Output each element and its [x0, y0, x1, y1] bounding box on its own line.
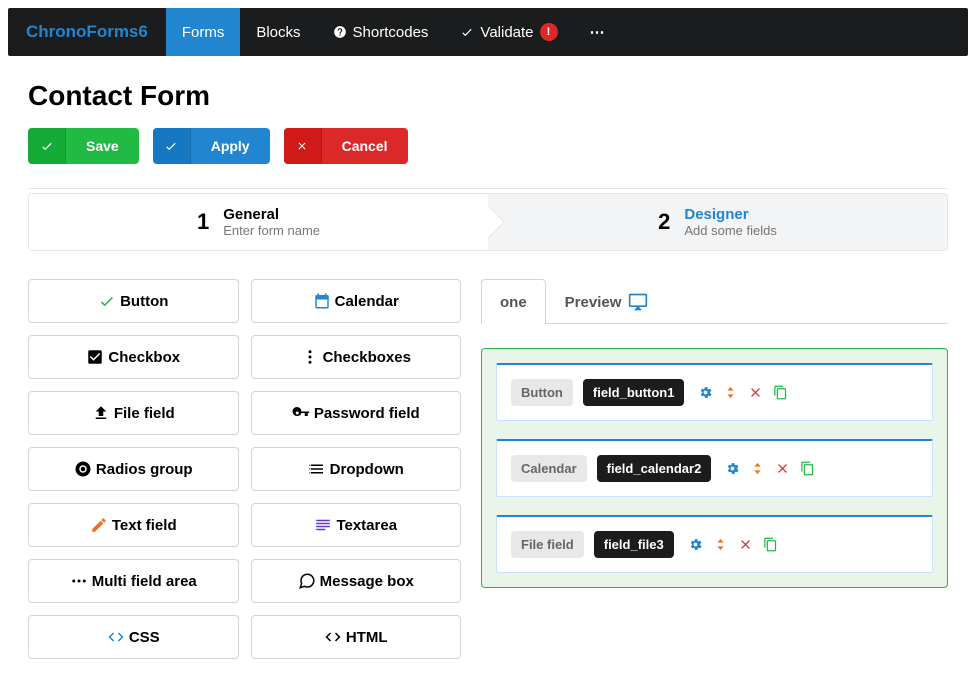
- field-palette: Button Calendar Checkbox Checkboxes File…: [28, 279, 461, 659]
- canvas-tabs: one Preview: [481, 279, 948, 324]
- palette-css[interactable]: CSS: [28, 615, 239, 659]
- palette-filefield[interactable]: File field: [28, 391, 239, 435]
- sort-icon[interactable]: [723, 385, 738, 400]
- save-button[interactable]: Save: [28, 128, 139, 164]
- list-icon: [308, 460, 326, 478]
- sort-icon[interactable]: [713, 537, 728, 552]
- upload-icon: [92, 404, 110, 422]
- question-icon: [333, 25, 347, 39]
- palette-textarea[interactable]: Textarea: [251, 503, 462, 547]
- code-icon: [107, 628, 125, 646]
- checkbox-icon: [86, 348, 104, 366]
- delete-icon[interactable]: [775, 461, 790, 476]
- apply-button[interactable]: Apply: [153, 128, 270, 164]
- validate-error-badge: !: [540, 23, 558, 41]
- delete-icon[interactable]: [738, 537, 753, 552]
- page-title: Contact Form: [28, 80, 948, 112]
- wizard-steps: 1 General Enter form name 2 Designer Add…: [28, 193, 948, 251]
- field-card[interactable]: File field field_file3: [496, 515, 933, 573]
- field-type-tag: Calendar: [511, 455, 587, 482]
- field-name-tag: field_button1: [583, 379, 685, 406]
- tab-preview[interactable]: Preview: [546, 279, 669, 324]
- field-type-tag: File field: [511, 531, 584, 558]
- divider: [28, 188, 948, 189]
- palette-html[interactable]: HTML: [251, 615, 462, 659]
- palette-textfield[interactable]: Text field: [28, 503, 239, 547]
- pencil-icon: [90, 516, 108, 534]
- copy-icon[interactable]: [773, 385, 788, 400]
- field-type-tag: Button: [511, 379, 573, 406]
- sort-icon[interactable]: [750, 461, 765, 476]
- copy-icon[interactable]: [763, 537, 778, 552]
- field-name-tag: field_calendar2: [597, 455, 712, 482]
- step-designer[interactable]: 2 Designer Add some fields: [488, 194, 947, 250]
- dots-icon: [301, 348, 319, 366]
- palette-calendar[interactable]: Calendar: [251, 279, 462, 323]
- palette-checkbox[interactable]: Checkbox: [28, 335, 239, 379]
- step-general[interactable]: 1 General Enter form name: [29, 194, 488, 250]
- palette-dropdown[interactable]: Dropdown: [251, 447, 462, 491]
- check-icon: [460, 25, 474, 39]
- copy-icon[interactable]: [800, 461, 815, 476]
- palette-radios[interactable]: Radios group: [28, 447, 239, 491]
- form-dropzone[interactable]: Button field_button1 Calendar field_cale…: [481, 348, 948, 588]
- palette-checkboxes[interactable]: Checkboxes: [251, 335, 462, 379]
- nav-shortcodes[interactable]: Shortcodes: [317, 8, 445, 56]
- palette-messagebox[interactable]: Message box: [251, 559, 462, 603]
- palette-multifield[interactable]: Multi field area: [28, 559, 239, 603]
- design-canvas: one Preview Button field_button1: [481, 279, 948, 659]
- code-icon: [324, 628, 342, 646]
- delete-icon[interactable]: [748, 385, 763, 400]
- nav-forms[interactable]: Forms: [166, 8, 241, 56]
- check-icon: [98, 292, 116, 310]
- nav-validate[interactable]: Validate !: [444, 8, 573, 56]
- field-card[interactable]: Calendar field_calendar2: [496, 439, 933, 497]
- calendar-icon: [313, 292, 331, 310]
- top-navbar: ChronoForms6 Forms Blocks Shortcodes Val…: [8, 8, 968, 56]
- nav-blocks[interactable]: Blocks: [240, 8, 316, 56]
- gear-icon[interactable]: [725, 461, 740, 476]
- dots-h-icon: [70, 572, 88, 590]
- textarea-icon: [314, 516, 332, 534]
- comment-icon: [298, 572, 316, 590]
- palette-button[interactable]: Button: [28, 279, 239, 323]
- brand-logo[interactable]: ChronoForms6: [8, 8, 166, 56]
- key-icon: [292, 404, 310, 422]
- gear-icon[interactable]: [698, 385, 713, 400]
- gear-icon[interactable]: [688, 537, 703, 552]
- check-icon: [164, 139, 178, 153]
- action-buttons: Save Apply Cancel: [28, 128, 948, 164]
- desktop-icon: [627, 292, 649, 312]
- field-card[interactable]: Button field_button1: [496, 363, 933, 421]
- close-icon: [296, 140, 308, 152]
- ellipsis-icon: ⋯: [590, 23, 607, 41]
- check-icon: [40, 139, 54, 153]
- cancel-button[interactable]: Cancel: [284, 128, 408, 164]
- field-name-tag: field_file3: [594, 531, 674, 558]
- nav-more[interactable]: ⋯: [574, 8, 623, 56]
- tab-one[interactable]: one: [481, 279, 546, 324]
- radio-icon: [74, 460, 92, 478]
- palette-password[interactable]: Password field: [251, 391, 462, 435]
